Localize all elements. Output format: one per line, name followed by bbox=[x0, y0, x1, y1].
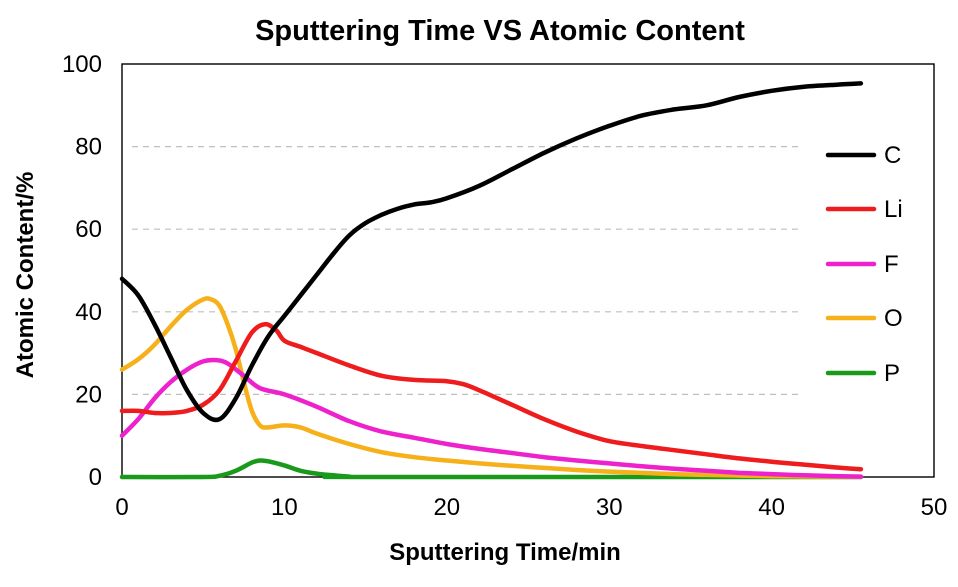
y-tick-label: 80 bbox=[75, 134, 102, 161]
plot-frame bbox=[121, 63, 935, 478]
y-tick-label: 40 bbox=[75, 299, 102, 326]
y-tick-label: 100 bbox=[62, 51, 102, 78]
legend-label-f: F bbox=[884, 251, 899, 278]
x-tick-label: 20 bbox=[433, 494, 460, 521]
legend-label-c: C bbox=[884, 142, 901, 169]
tick-labels: 0 10 20 30 40 50 0 20 40 60 80 100 bbox=[62, 51, 947, 521]
x-tick-label: 50 bbox=[921, 494, 948, 521]
legend: C Li FO P bbox=[825, 142, 903, 387]
chart-title: Sputtering Time VS Atomic Content bbox=[255, 15, 745, 47]
series-line-c bbox=[119, 81, 864, 423]
grid-lines bbox=[132, 146, 802, 395]
legend-label-p: P bbox=[884, 360, 900, 387]
x-tick-label: 40 bbox=[758, 494, 785, 521]
legend-label-li: Li bbox=[884, 196, 903, 223]
y-tick-label: 20 bbox=[75, 381, 102, 408]
x-tick-label: 10 bbox=[271, 494, 298, 521]
x-tick-label: 30 bbox=[596, 494, 623, 521]
series-line-li bbox=[119, 321, 864, 472]
x-axis-label: Sputtering Time/min bbox=[389, 539, 621, 566]
y-tick-label: 60 bbox=[75, 216, 102, 243]
legend-label-o: O bbox=[884, 305, 903, 332]
series-line-p bbox=[119, 458, 864, 480]
series-line-o bbox=[119, 296, 864, 480]
series-line-f bbox=[119, 357, 864, 479]
series-group bbox=[119, 81, 864, 480]
y-tick-label: 0 bbox=[89, 464, 102, 491]
x-tick-label: 0 bbox=[115, 494, 128, 521]
y-axis-label: Atomic Content/% bbox=[12, 172, 39, 379]
